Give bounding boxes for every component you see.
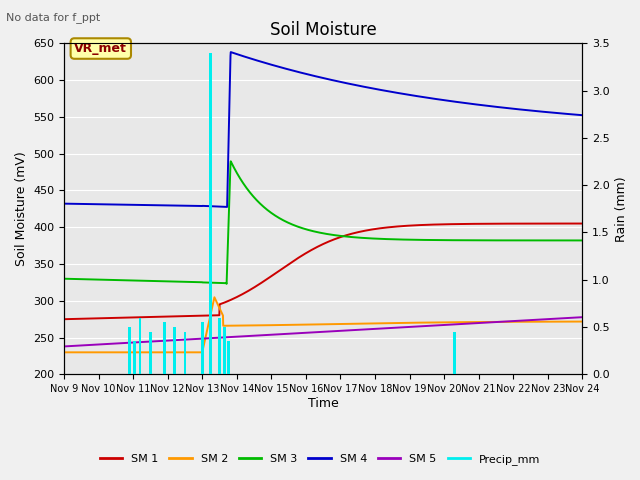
Bar bbox=[149, 332, 152, 374]
Bar bbox=[201, 323, 204, 374]
Bar bbox=[184, 332, 186, 374]
Bar bbox=[218, 318, 221, 374]
Text: VR_met: VR_met bbox=[74, 42, 127, 55]
Bar bbox=[453, 332, 456, 374]
Text: No data for f_ppt: No data for f_ppt bbox=[6, 12, 100, 23]
X-axis label: Time: Time bbox=[308, 397, 339, 410]
Bar bbox=[128, 327, 131, 374]
Bar bbox=[209, 53, 212, 374]
Legend: SM 1, SM 2, SM 3, SM 4, SM 5, Precip_mm: SM 1, SM 2, SM 3, SM 4, SM 5, Precip_mm bbox=[95, 450, 545, 469]
Bar bbox=[163, 323, 166, 374]
Bar bbox=[134, 341, 136, 374]
Title: Soil Moisture: Soil Moisture bbox=[270, 21, 376, 39]
Y-axis label: Soil Moisture (mV): Soil Moisture (mV) bbox=[15, 151, 28, 266]
Bar bbox=[227, 341, 230, 374]
Bar bbox=[139, 318, 141, 374]
Y-axis label: Rain (mm): Rain (mm) bbox=[616, 176, 628, 241]
Bar bbox=[173, 327, 176, 374]
Bar bbox=[223, 327, 226, 374]
